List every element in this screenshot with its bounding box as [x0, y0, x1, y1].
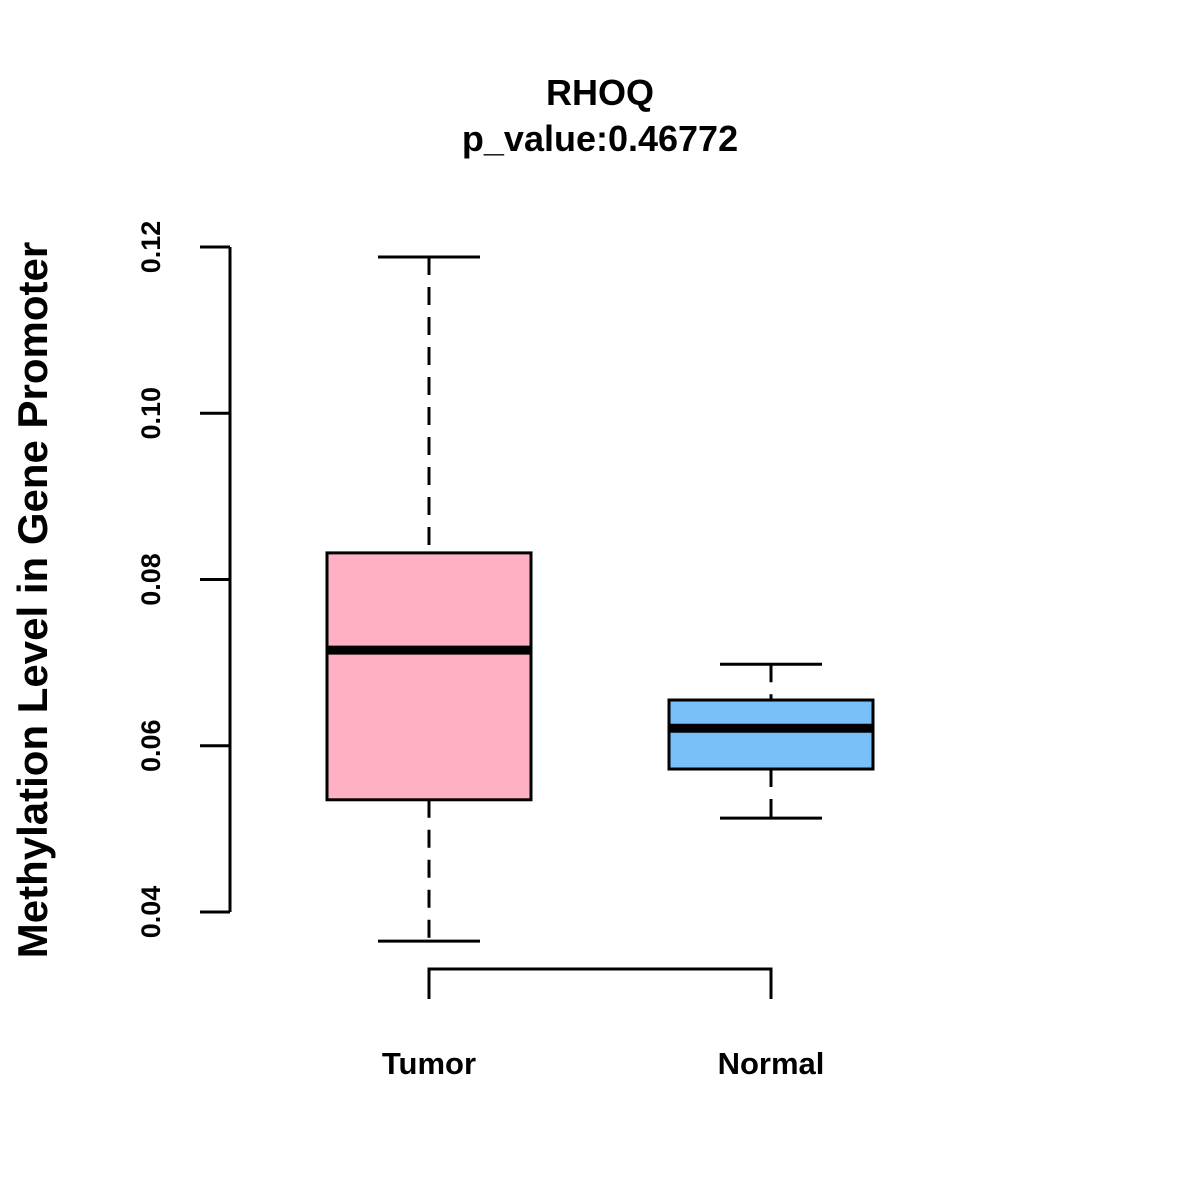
y-tick-label: 0.12: [136, 221, 166, 274]
bracket-line: [427, 967, 773, 999]
comparison-bracket: [427, 967, 773, 999]
box-group: [325, 255, 875, 943]
y-tick-label: 0.04: [136, 886, 166, 939]
chart-title: RHOQ: [546, 72, 654, 113]
category-label-normal: Normal: [718, 1046, 825, 1081]
box-tumor: [325, 255, 533, 943]
category-label-tumor: Tumor: [382, 1046, 476, 1081]
iqr-box: [667, 698, 875, 771]
y-axis-label: Methylation Level in Gene Promoter: [9, 242, 56, 958]
chart-subtitle: p_value:0.46772: [462, 118, 738, 159]
box-normal: [667, 662, 875, 820]
y-axis: 0.04 0.06 0.08 0.10 0.12: [136, 221, 232, 939]
category-labels: Tumor Normal: [382, 1046, 824, 1081]
y-tick-label: 0.10: [136, 387, 166, 440]
y-tick-label: 0.08: [136, 553, 166, 606]
y-tick-label: 0.06: [136, 719, 166, 772]
iqr-box: [325, 551, 533, 802]
